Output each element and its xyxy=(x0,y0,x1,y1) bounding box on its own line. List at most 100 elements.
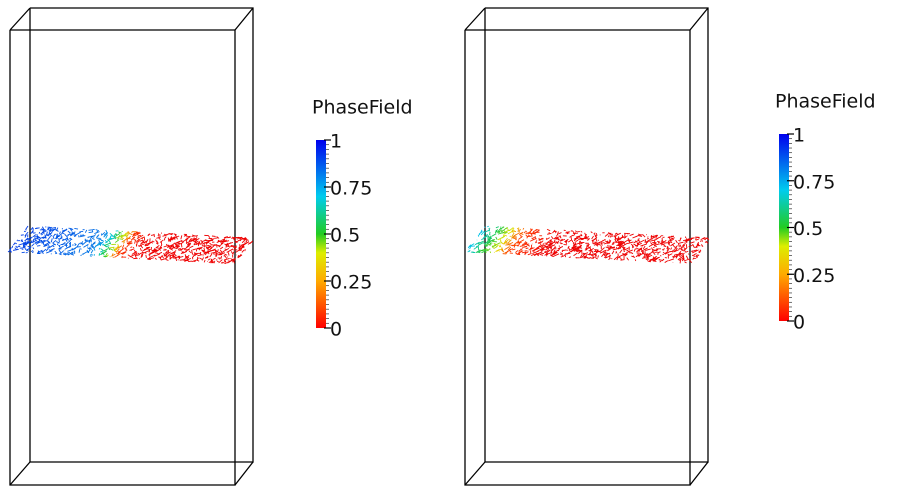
mesh-edge xyxy=(612,242,613,245)
tick-label: 0.75 xyxy=(793,171,835,193)
mesh-edge xyxy=(559,233,562,234)
mesh-edge xyxy=(52,227,56,228)
mesh-edge xyxy=(603,239,606,241)
mesh-edge xyxy=(639,236,642,237)
mesh-edge xyxy=(517,253,518,255)
mesh-edge xyxy=(481,230,482,233)
mesh-edge xyxy=(664,246,667,247)
mesh-edge xyxy=(686,244,687,248)
mesh-edge xyxy=(65,246,71,250)
mesh-edge xyxy=(647,237,648,238)
mesh-edge xyxy=(614,242,615,245)
mesh-edge xyxy=(141,254,142,258)
mesh-edge xyxy=(660,256,661,257)
mesh-edge xyxy=(652,244,656,245)
mesh-edge xyxy=(512,249,515,250)
mesh-edge xyxy=(688,254,689,255)
mesh-edge xyxy=(592,251,593,254)
mesh-edge xyxy=(592,236,594,239)
mesh-edge xyxy=(209,243,211,245)
mesh-edge xyxy=(67,239,68,240)
mesh-edge xyxy=(134,239,137,240)
mesh-edge xyxy=(104,243,111,246)
mesh-edge xyxy=(531,245,532,249)
mesh-edge xyxy=(139,239,140,240)
mesh-edge xyxy=(642,258,646,259)
crack-mesh xyxy=(468,226,709,263)
mesh-edge xyxy=(500,239,501,241)
mesh-edge xyxy=(657,252,660,253)
mesh-edge xyxy=(225,262,227,263)
mesh-edge xyxy=(633,244,636,246)
mesh-edge xyxy=(151,235,154,236)
mesh-edge xyxy=(596,258,598,259)
mesh-edge xyxy=(569,257,571,258)
mesh-edge xyxy=(487,226,488,227)
mesh-edge xyxy=(568,247,569,250)
mesh-edge xyxy=(681,238,682,239)
mesh-edge xyxy=(90,256,92,257)
mesh-edge xyxy=(57,243,58,245)
mesh-edge xyxy=(228,252,229,255)
mesh-edge xyxy=(182,239,188,242)
mesh-edge xyxy=(140,248,141,251)
mesh-edge xyxy=(79,231,83,232)
mesh-edge xyxy=(581,245,582,247)
mesh-edge xyxy=(635,259,636,261)
mesh-edge xyxy=(525,253,526,255)
mesh-edge xyxy=(33,233,35,234)
mesh-edge xyxy=(612,251,614,254)
mesh-edge xyxy=(520,246,524,247)
mesh-edge xyxy=(546,238,547,239)
mesh-edge xyxy=(525,242,527,243)
mesh-edge xyxy=(581,231,582,232)
mesh-edge xyxy=(627,258,629,261)
mesh-edge xyxy=(641,244,647,246)
mesh-edge xyxy=(202,244,203,246)
mesh-edge xyxy=(32,252,33,253)
mesh-edge xyxy=(573,242,574,243)
mesh-edge xyxy=(523,228,524,230)
mesh-edge xyxy=(53,246,55,247)
mesh-edge xyxy=(659,260,663,261)
mesh-edge xyxy=(225,256,227,259)
mesh-edge xyxy=(158,235,159,236)
mesh-edge xyxy=(510,251,512,252)
mesh-edge xyxy=(630,234,634,236)
mesh-edge xyxy=(676,240,678,243)
mesh-edge xyxy=(165,250,166,251)
mesh-edge xyxy=(92,246,94,247)
mesh-edge xyxy=(74,232,80,236)
mesh-edge xyxy=(519,252,520,255)
mesh-edge xyxy=(519,234,521,236)
mesh-edge xyxy=(554,246,555,249)
mesh-edge xyxy=(686,251,688,252)
mesh-edge xyxy=(221,256,222,259)
mesh-edge xyxy=(110,249,113,251)
mesh-edge xyxy=(508,239,510,240)
mesh-edge xyxy=(662,235,663,236)
mesh-edge xyxy=(46,251,52,253)
mesh-edge xyxy=(128,255,131,257)
mesh-edge xyxy=(623,251,625,252)
mesh-edge xyxy=(242,250,244,252)
mesh-edge xyxy=(522,247,527,248)
mesh-edge xyxy=(547,229,550,231)
mesh-edge xyxy=(568,240,571,242)
mesh-edge xyxy=(156,237,160,238)
mesh-edge xyxy=(164,253,166,255)
mesh-edge xyxy=(601,242,602,246)
tick-label: 0.5 xyxy=(793,218,823,240)
mesh-edge xyxy=(85,230,86,233)
mesh-edge xyxy=(33,239,34,243)
mesh-edge xyxy=(595,257,597,258)
mesh-edge xyxy=(138,235,141,236)
mesh-edge xyxy=(668,254,670,255)
mesh-edge xyxy=(211,259,212,260)
mesh-edge xyxy=(506,228,508,230)
mesh-edge xyxy=(495,230,496,233)
mesh-edge xyxy=(704,238,707,239)
mesh-edge xyxy=(518,236,522,239)
mesh-edge xyxy=(69,239,71,241)
mesh-edge xyxy=(108,247,109,250)
